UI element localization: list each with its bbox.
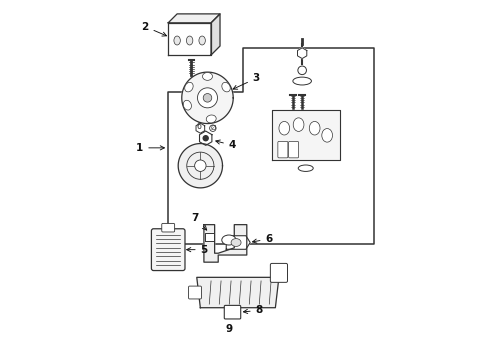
Ellipse shape (199, 36, 205, 45)
Polygon shape (199, 131, 212, 145)
Ellipse shape (185, 82, 193, 92)
Text: 3: 3 (233, 73, 260, 89)
Polygon shape (168, 14, 220, 23)
Ellipse shape (183, 100, 192, 110)
FancyBboxPatch shape (162, 224, 174, 232)
Polygon shape (297, 48, 307, 59)
Ellipse shape (174, 36, 180, 45)
Polygon shape (211, 14, 220, 55)
FancyBboxPatch shape (289, 141, 298, 158)
Circle shape (203, 136, 208, 141)
Text: 8: 8 (244, 305, 263, 315)
Ellipse shape (186, 36, 193, 45)
FancyBboxPatch shape (151, 229, 185, 271)
Polygon shape (196, 123, 205, 133)
Polygon shape (182, 72, 233, 123)
Ellipse shape (309, 121, 320, 135)
Polygon shape (197, 277, 279, 308)
Ellipse shape (202, 72, 213, 80)
Circle shape (203, 94, 212, 102)
Polygon shape (178, 144, 222, 188)
FancyBboxPatch shape (189, 286, 201, 299)
Ellipse shape (231, 239, 241, 247)
Text: 6: 6 (196, 122, 201, 131)
Ellipse shape (293, 118, 304, 131)
Polygon shape (204, 225, 247, 262)
Ellipse shape (322, 129, 333, 142)
Ellipse shape (222, 235, 236, 245)
Ellipse shape (293, 77, 312, 85)
Polygon shape (168, 23, 211, 55)
Circle shape (298, 66, 306, 75)
Polygon shape (272, 111, 340, 160)
Text: 7: 7 (191, 212, 207, 230)
FancyBboxPatch shape (224, 305, 241, 319)
Text: 5: 5 (187, 245, 208, 255)
Polygon shape (205, 233, 214, 242)
Polygon shape (226, 236, 250, 249)
Text: 6: 6 (252, 234, 273, 244)
Circle shape (210, 125, 216, 131)
FancyBboxPatch shape (270, 264, 288, 282)
Circle shape (195, 160, 206, 171)
Ellipse shape (298, 165, 313, 171)
FancyBboxPatch shape (278, 141, 288, 158)
Ellipse shape (279, 121, 290, 135)
Text: Ø: Ø (211, 125, 216, 131)
Text: 4: 4 (216, 140, 236, 150)
Circle shape (197, 88, 218, 108)
Text: 1: 1 (136, 143, 165, 153)
Text: 9: 9 (225, 324, 232, 334)
Ellipse shape (222, 82, 230, 92)
Text: 2: 2 (141, 22, 167, 36)
Ellipse shape (206, 115, 216, 123)
